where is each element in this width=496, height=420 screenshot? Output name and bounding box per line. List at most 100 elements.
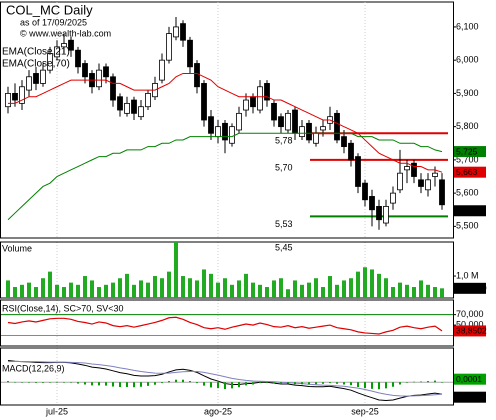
histogram-bar [175,379,177,383]
credit: © www.wealth-lab.com [20,28,111,38]
histogram-bar [7,381,9,383]
volume-bar [307,282,311,298]
volume-bar [202,269,206,298]
volume-bar [440,288,444,298]
volume-bar [55,284,59,298]
volume-bar [90,280,94,298]
volume-bar [41,278,45,298]
candle-body [313,132,319,144]
candle-body [26,76,32,91]
candle-body [418,179,424,187]
y-tick-label: 50,000 [456,319,484,329]
volume-bar [258,284,262,298]
volume-bar [209,273,213,298]
histogram-bar [413,381,415,383]
histogram-bar [42,382,44,383]
histogram-bar [350,382,352,386]
histogram-bar [301,382,303,385]
last-value: 5,565 [456,206,478,216]
volume-bar [419,280,423,298]
candle-body [292,109,298,134]
x-tick-label: sep-25 [351,406,379,416]
histogram-bar [287,382,289,384]
histogram-bar [161,382,163,384]
candle-body [124,102,130,114]
volume-bar [384,278,388,298]
volume-bar [342,280,346,298]
chart-title: COL_MC Daily [6,2,93,17]
last-value-box [454,146,486,158]
histogram-bar [322,382,324,384]
histogram-bar [427,381,429,383]
volume-bar [118,278,122,298]
histogram-bar [378,382,380,390]
histogram-bar [273,382,275,384]
volume-bar [146,282,150,298]
histogram-bar [154,382,156,385]
volume-bar [62,287,66,298]
histogram-bar [168,381,170,383]
ema-line [8,72,443,173]
candle-body [250,96,256,108]
volume-bar [20,284,24,298]
histogram-bar [371,382,373,389]
y-tick-label: 5,800 [456,121,479,131]
candle-body [110,76,116,101]
volume-bar [356,271,360,298]
histogram-bar [63,382,65,383]
histogram-bar [224,382,226,390]
candle-body [390,192,396,204]
histogram-bar [308,382,310,385]
candle-body [341,136,347,147]
volume-bar [272,280,276,298]
histogram-bar [280,382,282,385]
last-value: 5,663 [456,167,478,177]
candle-body [411,162,417,177]
legend-entry: EMA(Close,21) [2,47,70,58]
ema-line [7,132,443,221]
volume-bar [132,284,136,298]
volume-bar [244,273,248,298]
volume-bar [125,273,129,298]
histogram-bar [28,382,30,383]
last-value: 0,0001 [456,374,482,384]
candle-body [229,126,235,144]
candle-body [131,99,137,114]
candle-body [306,122,312,141]
histogram-bar [392,382,394,387]
histogram-bar [98,382,100,386]
level-label: 5,70 [275,162,293,172]
volume-bar [293,280,297,298]
volume-bar [412,287,416,298]
histogram-bar [21,382,23,383]
histogram-bar [441,382,443,383]
histogram-bar [105,382,107,386]
panel-title: RSI(Close,14), SC>70, SV<30 [2,303,124,313]
macd-line [7,360,443,397]
candle-body [82,63,88,78]
candle-body [138,106,144,118]
volume-bar [216,282,220,298]
volume-bar [237,280,241,298]
y-tick-label: 1,0 M [456,270,479,280]
candle-body [271,102,277,121]
panel-border [0,1,454,239]
candle-body [278,116,284,128]
candle-body [40,69,46,84]
annotation: 5,45 [275,242,293,252]
histogram-bar [294,382,296,385]
histogram-bar [119,382,121,387]
histogram-bar [56,382,58,383]
candle-body [201,83,207,121]
volume-bar [279,278,283,298]
candle-body [5,93,11,108]
candle-body [103,66,109,78]
volume-bar [27,282,31,298]
histogram-bar [364,382,366,389]
volume-bar [265,287,269,298]
histogram-bar [133,382,135,388]
volume-bar [6,280,10,298]
volume-bar [321,287,325,298]
histogram-bar [140,382,142,387]
